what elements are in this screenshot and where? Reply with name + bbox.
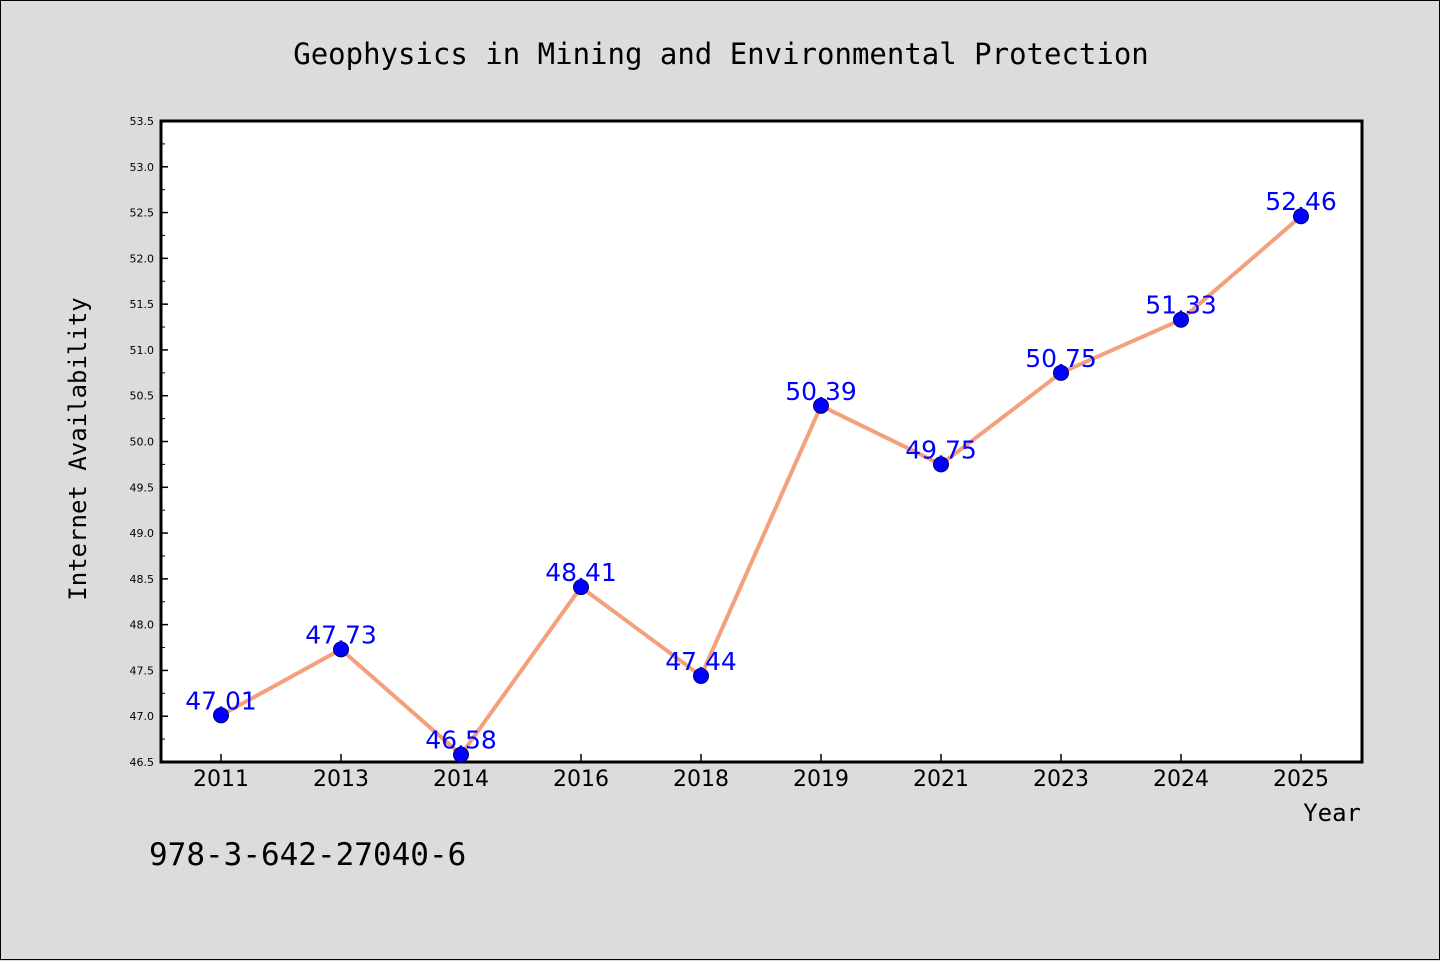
y-tick-label: 53.0 xyxy=(130,161,155,174)
data-label: 51.33 xyxy=(1145,291,1217,320)
data-labels: 47.01 47.73 46.58 48.41 47.44 50.39 49.75 50.75… xyxy=(185,187,1337,754)
data-label: 47.73 xyxy=(305,620,377,649)
y-axis-label: Internet Availability xyxy=(64,297,92,600)
y-tick-label: 49.0 xyxy=(130,527,155,540)
data-point xyxy=(573,579,589,596)
y-tick-label: 49.5 xyxy=(130,481,155,494)
data-label: 46.58 xyxy=(425,726,497,755)
data-point xyxy=(453,746,469,763)
x-tick-label: 2021 xyxy=(913,767,969,792)
x-tick-label: 2023 xyxy=(1033,767,1089,792)
x-axis-label: Year xyxy=(1303,799,1361,827)
data-series xyxy=(213,208,1309,763)
data-point xyxy=(1293,208,1309,225)
data-label: 47.44 xyxy=(665,647,737,676)
data-point xyxy=(213,707,229,724)
y-tick-label: 48.5 xyxy=(130,573,155,586)
x-tick-label: 2016 xyxy=(553,767,609,792)
y-tick-label: 51.5 xyxy=(130,298,155,311)
x-tick-label: 2013 xyxy=(313,767,369,792)
y-tick-label: 52.0 xyxy=(130,252,155,265)
data-label: 52.46 xyxy=(1265,187,1337,216)
x-tick-label: 2014 xyxy=(433,767,489,792)
data-point xyxy=(1053,364,1069,381)
y-tick-label: 51.0 xyxy=(130,344,155,357)
series-line xyxy=(219,214,1303,757)
data-label: 47.01 xyxy=(185,686,257,715)
y-tick-label: 52.5 xyxy=(130,207,155,220)
data-point xyxy=(1173,311,1189,328)
x-tick-label: 2025 xyxy=(1273,767,1329,792)
y-tick-label: 50.0 xyxy=(130,436,155,449)
data-point xyxy=(813,397,829,414)
data-label: 48.41 xyxy=(545,558,617,587)
y-tick-label: 47.5 xyxy=(130,664,155,677)
x-tick-label: 2011 xyxy=(193,767,249,792)
data-label: 50.39 xyxy=(785,377,857,406)
y-tick-label: 48.0 xyxy=(130,619,155,632)
x-tick-label: 2024 xyxy=(1153,767,1209,792)
y-tick-label: 46.5 xyxy=(130,756,155,769)
x-tick-label: 2018 xyxy=(673,767,729,792)
chart-title: Geophysics in Mining and Environmental P… xyxy=(293,37,1149,71)
y-axis: 46.5 47.0 47.5 48.0 48.5 49.0 49.5 50.0 50.5 51.0… xyxy=(130,115,168,769)
data-label: 50.75 xyxy=(1025,344,1097,373)
data-point xyxy=(933,456,949,473)
y-tick-label: 53.5 xyxy=(130,115,155,128)
x-axis: 2011 2013 2014 2016 2018 2019 2021 2023 2024 2025 xyxy=(193,754,1329,792)
annotation-code: 978-3-642-27040-6 xyxy=(149,837,466,873)
data-label: 49.75 xyxy=(905,435,977,464)
data-point xyxy=(333,641,349,658)
x-tick-label: 2019 xyxy=(793,767,849,792)
y-tick-label: 50.5 xyxy=(130,390,155,403)
y-tick-label: 47.0 xyxy=(130,710,155,723)
plot-area xyxy=(159,119,1364,764)
data-point xyxy=(693,667,709,684)
